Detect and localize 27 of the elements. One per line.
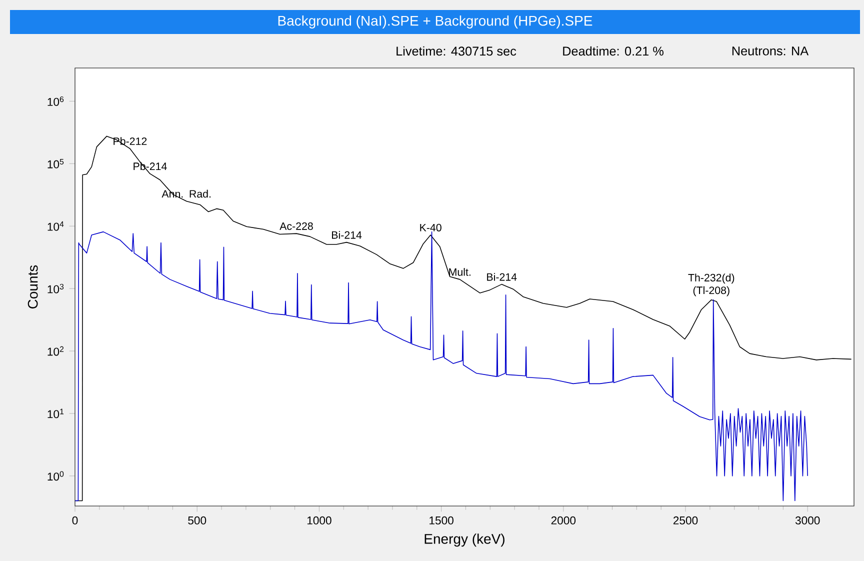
x-tick-label: 500 — [188, 516, 206, 524]
y-tick-label: 10$^{6}$ — [48, 96, 64, 106]
annotation: Th-232(d) (Tl-208) — [688, 274, 734, 296]
x-tick-label: 2500 — [673, 516, 698, 524]
x-tick-label: 1000 — [307, 516, 332, 524]
annotation: Mult. — [449, 268, 470, 276]
y-tick-label: 10$^{2}$ — [48, 346, 64, 356]
y-tick-label: 10$^{3}$ — [48, 284, 64, 294]
annotation: Bi-214 — [332, 230, 362, 239]
x-axis-title: Energy (keV) — [424, 534, 504, 547]
x-tick-label: 3000 — [795, 516, 820, 524]
text: Livetime: 430715 sec — [396, 46, 516, 56]
annotation: Ac-228 — [280, 222, 313, 230]
x-tick-label: 0 — [72, 516, 78, 524]
text: Deadtime: 0.21 % — [563, 46, 664, 56]
y-tick-label: 10$^{4}$ — [48, 221, 64, 231]
x-tick-label: 2000 — [551, 516, 576, 524]
text: Neutrons: NA — [732, 46, 809, 56]
chart-title: Background (NaI).SPE + Background (HPGe).SPE — [278, 15, 592, 29]
y-tick-label: 10$^{0}$ — [48, 471, 64, 481]
line-series — [75, 231, 808, 502]
x-tick-label: 1500 — [430, 516, 454, 524]
annotation: Bi-214 — [487, 272, 517, 281]
annotation: K-40 — [420, 224, 442, 232]
y-tick-label: 10$^{1}$ — [48, 408, 64, 418]
y-axis-title: Counts — [28, 265, 38, 308]
y-tick-label: 10$^{5}$ — [48, 158, 64, 168]
